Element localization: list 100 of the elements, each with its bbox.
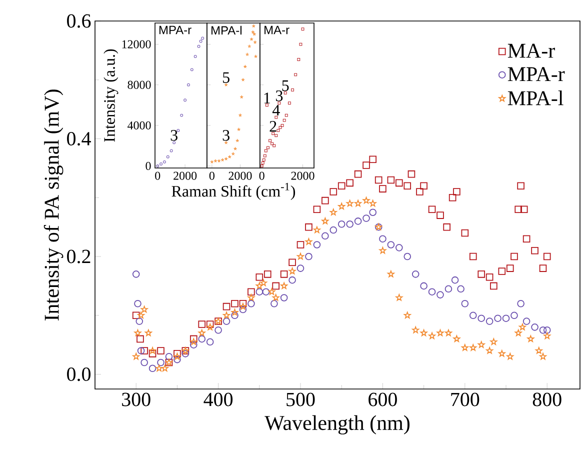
point	[157, 347, 164, 354]
point	[539, 326, 547, 334]
point	[284, 114, 288, 117]
point	[198, 329, 206, 336]
y-tick-label: 0.0	[67, 367, 91, 382]
point	[288, 276, 296, 284]
point	[237, 128, 240, 131]
point	[436, 212, 444, 219]
point	[296, 264, 304, 272]
annotation: 1	[264, 92, 270, 104]
point	[224, 83, 228, 86]
point	[338, 182, 346, 190]
point	[280, 270, 288, 278]
point	[330, 208, 337, 216]
point	[190, 338, 198, 345]
point	[201, 36, 204, 40]
point	[498, 350, 506, 357]
point	[288, 268, 296, 274]
point	[256, 288, 264, 296]
point	[250, 38, 253, 40]
point	[543, 326, 551, 334]
point	[174, 350, 181, 358]
point	[453, 335, 460, 342]
point	[231, 300, 238, 308]
point	[387, 270, 394, 278]
point	[239, 302, 246, 310]
point	[404, 312, 411, 318]
point	[436, 329, 444, 336]
point	[313, 241, 321, 248]
point	[223, 312, 230, 318]
annotation: 3	[222, 130, 230, 141]
point	[412, 270, 420, 278]
point	[330, 188, 338, 196]
point	[228, 155, 232, 158]
point	[268, 288, 276, 295]
legend-label: MPA-r	[508, 67, 565, 82]
point	[214, 159, 217, 162]
point	[457, 285, 464, 293]
point	[518, 324, 526, 330]
point	[268, 139, 272, 142]
point	[522, 235, 530, 243]
point	[136, 335, 144, 343]
point	[234, 147, 237, 150]
point	[469, 252, 477, 260]
point	[140, 358, 148, 366]
point	[338, 202, 346, 210]
point	[134, 329, 142, 336]
point	[256, 273, 264, 281]
point	[296, 241, 304, 248]
point	[354, 200, 362, 207]
point	[478, 341, 485, 348]
point	[540, 352, 546, 360]
y-tick-label: 0.4	[67, 132, 91, 146]
point	[248, 288, 255, 296]
point	[531, 324, 538, 331]
point	[510, 312, 518, 320]
point	[288, 102, 291, 105]
point	[270, 142, 274, 146]
point	[379, 246, 386, 254]
annotation: 4	[272, 104, 280, 116]
point	[252, 32, 256, 36]
point	[313, 226, 320, 234]
point	[248, 44, 251, 48]
point	[451, 276, 459, 284]
chart-title: MPA-r	[159, 26, 192, 34]
point	[412, 326, 420, 334]
point	[374, 176, 382, 184]
point	[137, 347, 145, 354]
point	[436, 291, 444, 298]
point	[242, 78, 244, 82]
point	[354, 218, 362, 225]
point	[506, 264, 514, 272]
point	[322, 196, 329, 204]
point	[284, 92, 287, 94]
point	[136, 318, 144, 325]
point	[346, 179, 354, 187]
x-tick-label: 700	[451, 392, 480, 406]
point	[272, 294, 280, 301]
y-tick-label: 4000	[128, 121, 151, 130]
point	[149, 347, 156, 354]
point	[161, 364, 168, 372]
point	[134, 300, 142, 308]
point	[453, 188, 460, 196]
point	[396, 244, 403, 252]
point	[264, 149, 268, 152]
point	[239, 300, 247, 308]
annotation: 3	[276, 90, 283, 102]
point	[478, 270, 485, 278]
point	[297, 252, 304, 260]
point	[478, 314, 485, 322]
point	[221, 158, 224, 162]
x-tick-label: 500	[286, 392, 315, 406]
point	[272, 144, 276, 148]
point	[198, 335, 206, 343]
point	[486, 273, 494, 281]
point	[369, 208, 376, 216]
point	[280, 294, 288, 302]
point	[486, 347, 494, 354]
point	[506, 352, 514, 360]
point	[354, 170, 362, 178]
